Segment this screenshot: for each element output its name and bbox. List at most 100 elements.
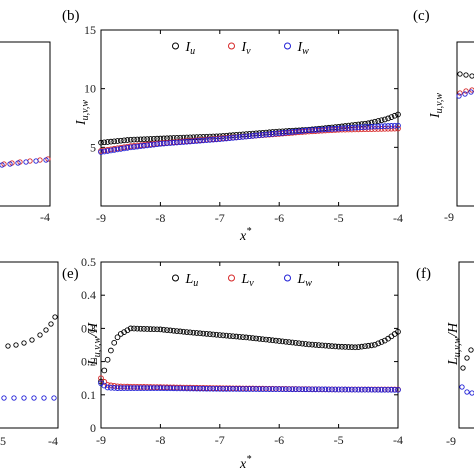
legend-label: Lv xyxy=(241,272,255,289)
data-point xyxy=(259,386,266,392)
legend-label: Iw xyxy=(297,40,310,57)
data-point xyxy=(220,332,226,339)
data-point xyxy=(362,120,368,127)
data-point xyxy=(335,343,342,350)
data-point xyxy=(365,342,372,349)
data-point xyxy=(180,328,187,335)
legend-marker xyxy=(172,42,179,50)
data-point xyxy=(335,125,342,132)
data-point xyxy=(111,385,118,391)
legend: Lu Lv Lw xyxy=(172,272,312,289)
data-point xyxy=(329,386,335,393)
y-tick-label: 0.5 xyxy=(81,255,96,269)
data-point xyxy=(127,136,134,143)
data-point xyxy=(345,386,352,393)
data-point xyxy=(355,344,362,350)
data-point xyxy=(147,136,154,142)
data-point xyxy=(312,342,319,348)
data-point xyxy=(309,127,316,133)
data-point xyxy=(306,127,312,134)
data-point xyxy=(157,140,164,147)
legend-marker xyxy=(228,42,235,50)
data-point xyxy=(256,386,263,392)
data-point xyxy=(355,124,362,131)
data-point xyxy=(216,332,223,338)
data-point xyxy=(246,386,253,392)
data-point xyxy=(193,385,200,392)
data-point xyxy=(127,385,134,392)
data-point xyxy=(111,147,118,153)
data-point xyxy=(286,386,292,393)
data-point xyxy=(299,386,306,393)
data-point xyxy=(141,142,147,149)
data-point xyxy=(117,146,124,152)
y-tick-label: 15 xyxy=(84,23,96,37)
data-point xyxy=(325,343,332,349)
data-point xyxy=(111,138,118,145)
data-point xyxy=(372,118,378,125)
data-point xyxy=(249,335,256,341)
data-point xyxy=(213,136,220,143)
b-axes-frame xyxy=(100,29,399,207)
data-point xyxy=(154,385,160,392)
panel-e-xlabel: x* xyxy=(239,454,251,472)
data-point xyxy=(352,386,358,393)
data-point xyxy=(157,326,164,333)
data-point xyxy=(240,133,246,140)
panel-e: (e) Lu,v,w/H x* -9 -8 -7 -6 -5 -400.10.20.30.… xyxy=(62,255,403,472)
data-point xyxy=(395,125,401,132)
data-point xyxy=(144,385,151,392)
data-point xyxy=(117,385,124,392)
data-point xyxy=(345,126,352,133)
panel-f-tick-label-remnant: -9 xyxy=(446,434,456,448)
panel-c-series-black-remnant xyxy=(457,71,474,79)
data-point xyxy=(292,386,299,393)
data-point xyxy=(101,367,108,374)
data-point xyxy=(266,386,273,392)
data-point xyxy=(345,344,352,350)
data-point xyxy=(147,385,154,392)
data-point xyxy=(299,128,306,134)
data-point xyxy=(309,386,316,393)
data-point xyxy=(150,141,157,148)
data-point xyxy=(352,344,358,351)
data-point xyxy=(286,339,292,345)
data-point xyxy=(101,148,108,155)
data-point xyxy=(372,386,378,393)
data-point xyxy=(117,383,124,390)
data-point xyxy=(108,138,114,145)
data-point xyxy=(342,125,349,132)
data-point xyxy=(104,384,111,391)
data-point xyxy=(220,385,226,392)
data-point xyxy=(187,138,193,145)
data-point xyxy=(157,385,164,392)
data-point xyxy=(98,378,104,385)
x-tick-label: -7 xyxy=(215,211,225,225)
panel-d-series-blue-remnant xyxy=(1,395,57,401)
data-point xyxy=(124,145,131,151)
data-point xyxy=(197,385,203,392)
data-point xyxy=(348,124,355,131)
data-point xyxy=(127,144,134,151)
data-point xyxy=(368,342,375,349)
data-point xyxy=(144,326,151,332)
data-point xyxy=(207,331,213,338)
data-point xyxy=(279,130,286,136)
legend-label: Iu xyxy=(185,40,196,57)
data-point xyxy=(269,131,276,137)
data-point xyxy=(358,343,365,350)
data-point xyxy=(289,339,296,346)
data-point xyxy=(207,385,213,392)
data-point xyxy=(101,379,108,385)
data-point xyxy=(180,385,187,392)
data-point xyxy=(292,128,299,135)
data-point xyxy=(104,382,111,388)
data-point xyxy=(236,134,243,141)
panel-e-plot-area: -9 -8 -7 -6 -5 -4 0 0.1 0.2 0.3 0.4 0.5 Lu Lv Lw xyxy=(81,255,403,447)
data-point xyxy=(263,336,269,343)
data-point xyxy=(117,137,124,144)
data-point xyxy=(127,325,134,332)
data-point xyxy=(170,139,177,146)
y-tick-label: 0.2 xyxy=(81,355,96,369)
